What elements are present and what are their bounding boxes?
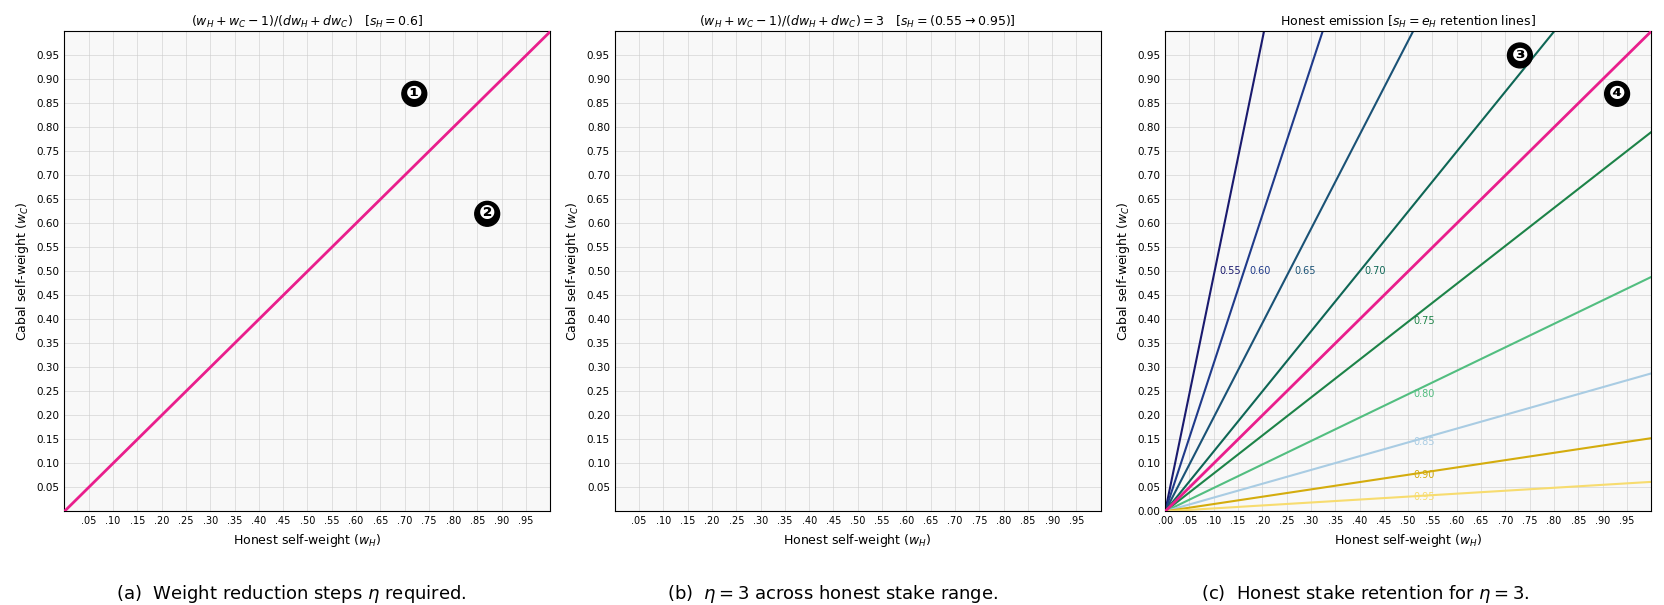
Text: 0.95: 0.95 — [1413, 492, 1434, 502]
Title: $(w_H + w_C - 1)/(dw_H + dw_C) = 3$   $[s_H = (0.55 \to 0.95)]$: $(w_H + w_C - 1)/(dw_H + dw_C) = 3$ $[s_… — [699, 14, 1015, 30]
Y-axis label: Cabal self-weight $(w_C)$: Cabal self-weight $(w_C)$ — [13, 201, 32, 341]
Text: (c)  Honest stake retention for $\eta = 3$.: (c) Honest stake retention for $\eta = 3… — [1200, 583, 1529, 605]
Text: ❹: ❹ — [1607, 84, 1624, 103]
Text: 0.65: 0.65 — [1293, 266, 1315, 276]
Text: ❸: ❸ — [1511, 46, 1528, 65]
Text: 0.60: 0.60 — [1248, 266, 1270, 276]
Text: (a)  Weight reduction steps $\eta$ required.: (a) Weight reduction steps $\eta$ requir… — [116, 583, 466, 605]
Y-axis label: Cabal self-weight $(w_C)$: Cabal self-weight $(w_C)$ — [1113, 201, 1132, 341]
Y-axis label: Cabal self-weight $(w_C)$: Cabal self-weight $(w_C)$ — [564, 201, 581, 341]
Text: 0.80: 0.80 — [1413, 389, 1434, 399]
X-axis label: Honest self-weight $(w_H)$: Honest self-weight $(w_H)$ — [1333, 532, 1481, 549]
Text: ❷: ❷ — [479, 204, 496, 223]
Text: 0.90: 0.90 — [1413, 469, 1434, 480]
Title: $(w_H + w_C - 1)/(dw_H + dw_C)$   $[s_H = 0.6]$: $(w_H + w_C - 1)/(dw_H + dw_C)$ $[s_H = … — [191, 14, 423, 30]
Text: 0.85: 0.85 — [1413, 437, 1434, 447]
Text: 0.75: 0.75 — [1413, 316, 1434, 327]
Text: 0.70: 0.70 — [1364, 266, 1386, 276]
X-axis label: Honest self-weight $(w_H)$: Honest self-weight $(w_H)$ — [784, 532, 932, 549]
Text: 0.55: 0.55 — [1218, 266, 1240, 276]
Text: ❶: ❶ — [406, 84, 423, 103]
Title: Honest emission $[s_H = e_H$ retention lines$]$: Honest emission $[s_H = e_H$ retention l… — [1280, 14, 1536, 30]
Text: (b)  $\eta = 3$ across honest stake range.: (b) $\eta = 3$ across honest stake range… — [667, 583, 997, 605]
X-axis label: Honest self-weight $(w_H)$: Honest self-weight $(w_H)$ — [233, 532, 381, 549]
